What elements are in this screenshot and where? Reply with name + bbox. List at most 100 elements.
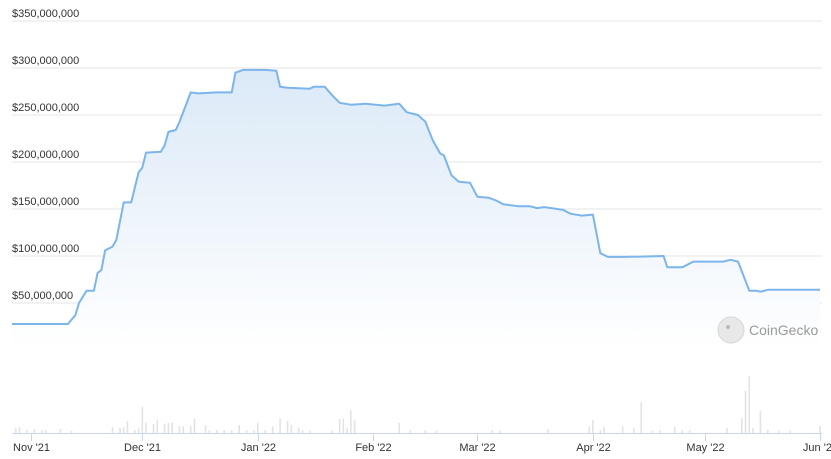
volume-bar (435, 430, 438, 433)
volume-bar (18, 427, 21, 433)
volume-bar (603, 426, 605, 433)
volume-bar (338, 418, 341, 433)
volume-bar (44, 430, 47, 433)
volume-bar (189, 426, 192, 433)
volume-bar (789, 430, 792, 433)
volume-bar (346, 427, 348, 433)
volume-bar (264, 430, 266, 433)
volume-bar (238, 425, 240, 433)
volume-bar (767, 430, 769, 433)
volume-bar (744, 390, 747, 433)
volume-bar (819, 426, 821, 433)
volume-bar (748, 376, 751, 433)
x-tick-label: Jun '22 (803, 442, 831, 454)
y-tick-label: $50,000,000 (12, 290, 73, 302)
volume-bar (331, 430, 334, 433)
volume-bar (215, 430, 218, 433)
y-axis-labels: $0.00$50,000,000$100,000,000$150,000,000… (12, 8, 79, 349)
volume-bar (122, 427, 125, 433)
volume-bar (279, 418, 281, 433)
x-tick-label: Feb '22 (355, 442, 391, 454)
volume-bar (178, 426, 181, 433)
x-tick-label: May '22 (686, 442, 724, 454)
volume-bar (398, 422, 401, 433)
volume-bar (752, 427, 754, 433)
volume-bar (342, 418, 345, 433)
volume-bar (290, 425, 293, 433)
volume-bar (741, 418, 743, 433)
y-tick-label: $300,000,000 (12, 55, 79, 67)
volume-bar (659, 430, 661, 433)
volume-bar (245, 430, 248, 433)
volume-bar (230, 430, 233, 433)
volume-bar (141, 406, 144, 433)
volume-bar (156, 419, 159, 433)
volume-bar (204, 425, 207, 433)
x-axis: Nov '21 Dec '21 Jan '22 Feb '22 Mar '22 Apr '… (12, 433, 831, 454)
volume-bar (759, 410, 762, 433)
volume-bar (599, 430, 602, 433)
volume-bar (681, 430, 684, 433)
volume-bar (673, 426, 676, 433)
volume-bar (309, 430, 311, 433)
volume-bar (126, 421, 129, 433)
volume-bar (70, 430, 73, 433)
coingecko-watermark: CoinGecko (717, 316, 818, 344)
x-tick-label: Jan '22 (241, 442, 276, 454)
volume-bar (286, 421, 289, 433)
volume-bar (547, 429, 549, 433)
volume-bar (297, 427, 300, 433)
volume-bar (498, 430, 501, 433)
volume-bar (253, 430, 255, 433)
y-tick-label: $100,000,000 (12, 243, 79, 255)
volume-bar (271, 426, 274, 433)
volume-bar (193, 418, 196, 433)
volume-bar (152, 423, 155, 433)
volume-bar (134, 430, 136, 433)
y-tick-label: $150,000,000 (12, 196, 79, 208)
volume-bar (726, 427, 728, 433)
volume-bar (353, 419, 356, 433)
volume-bar (171, 422, 173, 433)
y-tick-label: $250,000,000 (12, 102, 79, 114)
x-tick-label: Nov '21 (13, 442, 50, 454)
volume-bar (424, 430, 427, 433)
volume-bar (145, 422, 147, 433)
volume-bar (40, 430, 43, 433)
volume-bar (119, 427, 121, 433)
volume-bar (59, 429, 62, 433)
market-cap-area (12, 69, 820, 351)
volume-bar (651, 430, 654, 433)
volume-bar (640, 402, 643, 433)
volume-bar (621, 426, 624, 433)
watermark-text: CoinGecko (749, 322, 818, 338)
x-tick-label: Apr '22 (576, 442, 611, 454)
volume-bar (111, 427, 114, 433)
market-cap-line (12, 68, 820, 325)
volume-bar (223, 430, 226, 433)
gecko-eye-icon (726, 325, 730, 329)
volume-bar (409, 430, 412, 433)
volume-bar (633, 427, 635, 433)
volume-bar (588, 426, 590, 433)
y-tick-label: $350,000,000 (12, 8, 79, 20)
volume-bar (14, 427, 17, 433)
y-tick-label: $200,000,000 (12, 149, 79, 161)
volume-bar (182, 426, 185, 433)
x-tick-label: Mar '22 (459, 442, 495, 454)
volume-bar (688, 430, 691, 433)
volume-bar (33, 429, 36, 433)
volume-bar (592, 419, 594, 433)
coingecko-logo-icon (717, 316, 745, 344)
x-tick-label: Dec '21 (124, 442, 161, 454)
volume-bar (301, 430, 304, 433)
volume-bar (26, 430, 28, 433)
volume-bar (167, 422, 170, 433)
volume-bar (163, 423, 166, 433)
volume-bar (491, 430, 494, 433)
volume-bar (350, 410, 352, 433)
volume-bar (256, 422, 259, 433)
volume-bar (208, 430, 211, 433)
volume-bars (14, 376, 821, 433)
